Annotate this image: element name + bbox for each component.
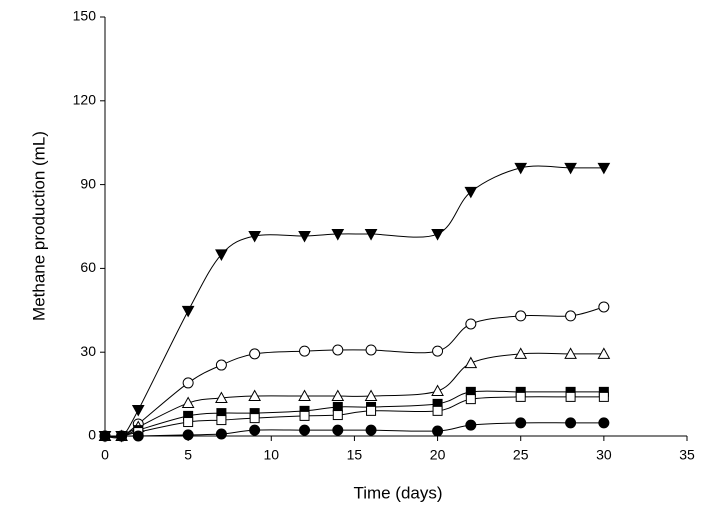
marker	[514, 347, 528, 359]
marker	[216, 415, 227, 426]
marker	[215, 249, 228, 261]
y-tick-label: 0	[88, 427, 96, 443]
y-tick-label: 120	[73, 92, 97, 108]
marker	[249, 413, 260, 424]
x-tick-label: 15	[347, 447, 363, 463]
marker	[515, 417, 527, 429]
marker	[99, 430, 111, 442]
x-tick-label: 30	[596, 447, 612, 463]
marker	[183, 417, 194, 428]
marker	[299, 424, 311, 436]
series-line	[104, 165, 604, 439]
marker	[331, 389, 345, 402]
marker	[131, 405, 145, 417]
marker	[299, 345, 311, 357]
series-line	[104, 352, 604, 438]
marker	[249, 424, 261, 436]
marker	[299, 410, 310, 421]
marker	[332, 410, 343, 421]
marker	[515, 310, 527, 322]
marker	[215, 391, 228, 404]
marker	[515, 391, 526, 402]
x-tick-label: 20	[430, 447, 446, 463]
marker	[464, 186, 478, 199]
marker	[598, 391, 609, 402]
marker	[332, 424, 344, 436]
marker	[465, 394, 476, 405]
marker	[464, 356, 478, 369]
marker	[598, 417, 610, 429]
marker	[565, 391, 576, 402]
marker	[331, 229, 345, 241]
marker	[565, 417, 577, 429]
marker	[465, 419, 477, 431]
marker	[431, 229, 444, 241]
x-tick-label: 25	[513, 447, 529, 463]
marker	[298, 389, 311, 402]
marker	[514, 162, 528, 175]
x-tick-label: 5	[184, 447, 192, 463]
marker	[298, 230, 311, 243]
marker	[365, 424, 377, 436]
marker	[564, 162, 577, 175]
marker	[248, 230, 262, 243]
marker	[565, 310, 577, 322]
marker	[249, 348, 261, 360]
marker	[431, 384, 444, 397]
marker	[215, 428, 227, 440]
marker	[364, 229, 378, 241]
x-tick-label: 35	[679, 447, 695, 463]
marker	[181, 305, 195, 318]
marker	[432, 425, 444, 437]
marker	[597, 162, 611, 175]
series-line	[105, 422, 604, 437]
marker	[364, 389, 378, 402]
marker	[182, 429, 194, 441]
marker	[465, 318, 477, 330]
marker	[132, 430, 144, 442]
marker	[116, 430, 128, 442]
marker	[564, 347, 577, 359]
marker	[365, 344, 377, 356]
y-tick-label: 30	[80, 343, 96, 359]
marker	[432, 405, 443, 416]
y-tick-label: 150	[73, 8, 97, 24]
marker	[332, 344, 344, 356]
x-tick-label: 10	[263, 447, 279, 463]
x-tick-label: 0	[101, 447, 109, 463]
marker	[248, 389, 262, 402]
y-tick-label: 60	[80, 259, 96, 275]
marker	[182, 377, 194, 389]
marker	[215, 359, 227, 371]
x-axis-title: Time (days)	[353, 483, 442, 502]
marker	[597, 347, 611, 359]
marker	[598, 301, 610, 313]
marker	[366, 405, 377, 416]
y-axis-title: Methane production (mL)	[29, 131, 48, 321]
marker	[181, 396, 195, 409]
marker	[432, 345, 444, 357]
y-tick-label: 90	[80, 175, 96, 191]
